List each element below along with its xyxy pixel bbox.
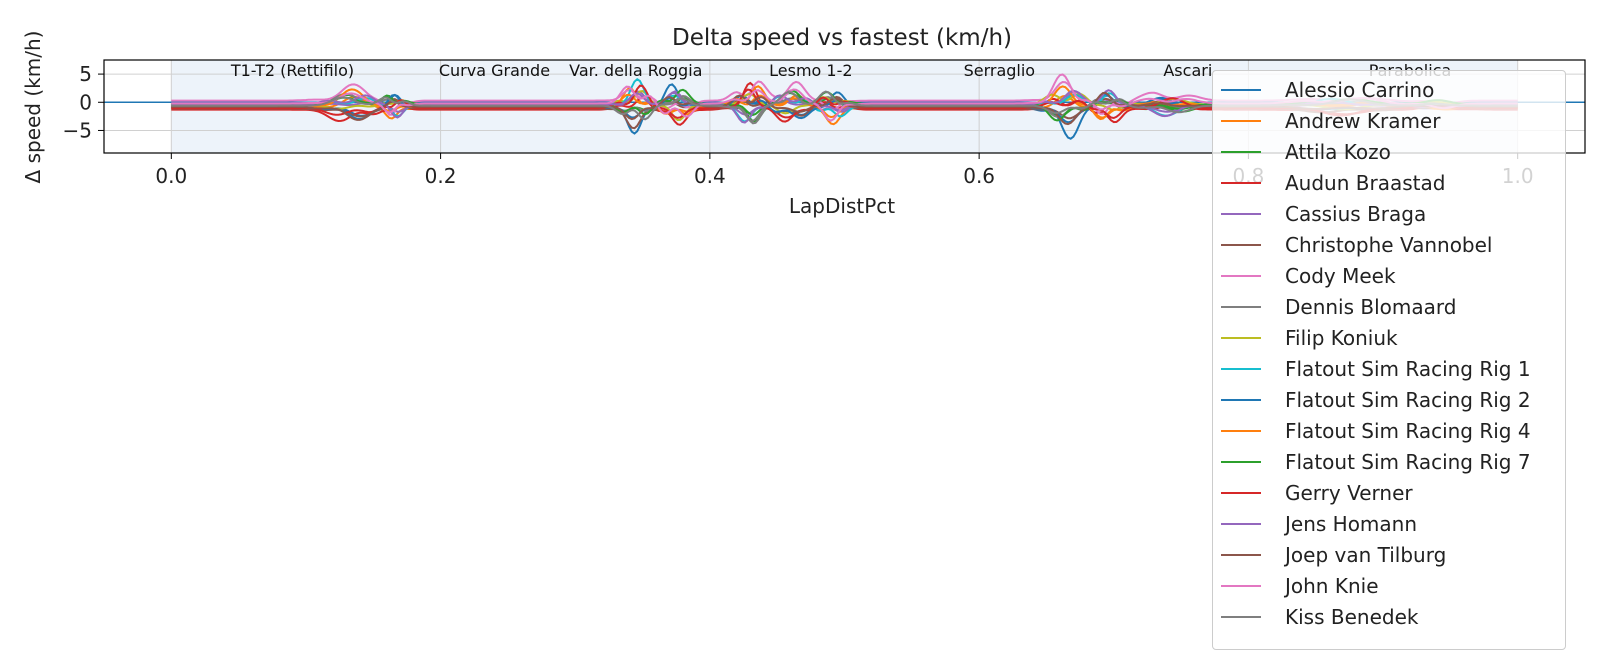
legend-label: John Knie [1285,574,1379,598]
sector-label: Serraglio [964,61,1036,80]
legend-item: Filip Koniuk [1221,325,1398,351]
legend-label: Kiss Benedek [1285,605,1419,629]
legend-swatch [1221,337,1261,339]
legend-swatch [1221,616,1261,618]
y-tick-label: 0 [79,90,92,114]
sector-label: Curva Grande [439,61,550,80]
legend-label: Andrew Kramer [1285,109,1441,133]
legend-item: Attila Kozo [1221,139,1391,165]
legend-label: Flatout Sim Racing Rig 1 [1285,357,1531,381]
legend-swatch [1221,430,1261,432]
x-tick-label: 0.2 [425,164,457,188]
sector-labels: T1-T2 (Rettifilo) Curva Grande Var. della … [230,61,1451,80]
legend-swatch [1221,244,1261,246]
y-axis-ticks: 5 0 −5 [63,62,104,142]
legend-swatch [1221,492,1261,494]
legend-swatch [1221,554,1261,556]
legend-item: Dennis Blomaard [1221,294,1456,320]
chart-title: Delta speed vs fastest (km/h) [672,25,1012,51]
legend-item: Kiss Benedek [1221,604,1418,630]
legend-item: Flatout Sim Racing Rig 1 [1221,356,1531,382]
legend-swatch [1221,182,1261,184]
x-tick-label: 0.4 [694,164,726,188]
legend: Alessio Carrino Andrew Kramer Attila Kozo A… [1212,70,1566,650]
legend-label: Dennis Blomaard [1285,295,1457,319]
legend-item: Audun Braastad [1221,170,1445,196]
legend-label: Cody Meek [1285,264,1396,288]
legend-item: Gerry Verner [1221,480,1413,506]
x-tick-label: 0.6 [963,164,995,188]
legend-swatch [1221,368,1261,370]
legend-label: Flatout Sim Racing Rig 2 [1285,388,1531,412]
sector-label: T1-T2 (Rettifilo) [230,61,354,80]
legend-item: Joep van Tilburg [1221,542,1446,568]
legend-item: Alessio Carrino [1221,77,1434,103]
y-tick-label: −5 [63,118,92,142]
legend-swatch [1221,151,1261,153]
legend-label: Cassius Braga [1285,202,1427,226]
x-tick-label: 0.0 [155,164,187,188]
legend-swatch [1221,120,1261,122]
legend-label: Flatout Sim Racing Rig 7 [1285,450,1531,474]
legend-item: Cody Meek [1221,263,1396,289]
legend-label: Gerry Verner [1285,481,1413,505]
legend-swatch [1221,399,1261,401]
legend-item: John Knie [1221,573,1379,599]
axes [103,59,1586,154]
legend-label: Joep van Tilburg [1285,543,1447,567]
legend-label: Attila Kozo [1285,140,1391,164]
y-tick-label: 5 [79,62,92,86]
legend-swatch [1221,585,1261,587]
sector-label: Lesmo 1-2 [769,61,852,80]
y-axis-label: Δ speed (km/h) [21,31,45,184]
legend-item: Christophe Vannobel [1221,232,1492,258]
legend-swatch [1221,306,1261,308]
legend-item: Flatout Sim Racing Rig 4 [1221,418,1531,444]
legend-item: Cassius Braga [1221,201,1426,227]
legend-label: Jens Homann [1285,512,1418,536]
legend-label: Flatout Sim Racing Rig 4 [1285,419,1531,443]
legend-label: Filip Koniuk [1285,326,1398,350]
x-axis-label: LapDistPct [789,194,895,218]
legend-swatch [1221,523,1261,525]
axes-frame [103,59,1586,154]
sector-label: Ascari [1163,61,1212,80]
legend-item: Jens Homann [1221,511,1417,537]
sector-label: Var. della Roggia [569,61,702,80]
legend-swatch [1221,461,1261,463]
legend-item: Flatout Sim Racing Rig 7 [1221,449,1531,475]
legend-label: Christophe Vannobel [1285,233,1493,257]
legend-label: Alessio Carrino [1285,78,1435,102]
legend-swatch [1221,89,1261,91]
legend-label: Audun Braastad [1285,171,1446,195]
legend-item: Andrew Kramer [1221,108,1440,134]
legend-swatch [1221,213,1261,215]
legend-item: Flatout Sim Racing Rig 2 [1221,387,1531,413]
legend-swatch [1221,275,1261,277]
